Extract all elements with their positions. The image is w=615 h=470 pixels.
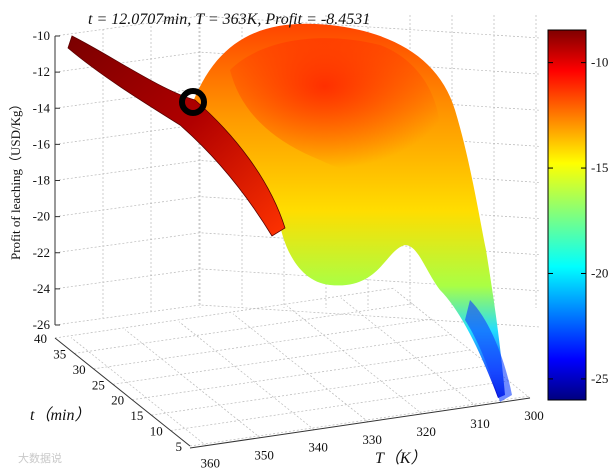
T-axis-label: T（K） xyxy=(375,449,427,467)
floor-grid-line xyxy=(170,380,511,431)
floor-grid-line xyxy=(151,364,492,416)
t-axis-line xyxy=(54,337,191,447)
floor-grid-line xyxy=(340,297,477,407)
t-tick-label: 40 xyxy=(34,331,47,346)
grid-lines xyxy=(54,15,541,447)
watermark: 大数据说 xyxy=(18,451,62,465)
colorbar-tick-label: -10 xyxy=(591,55,608,70)
z-tick-label: -12 xyxy=(33,64,50,79)
floor-grid-line xyxy=(178,321,315,431)
colorbar: -10 -15 -20 -25 xyxy=(547,29,608,401)
colorbar-tick-label: -25 xyxy=(591,371,608,386)
floor-grid-line xyxy=(74,303,415,354)
floor-grid-line xyxy=(70,337,207,446)
colorbar-tick-label: -15 xyxy=(591,160,608,175)
floor-grid-line xyxy=(112,333,453,385)
t-tick-label: 35 xyxy=(53,346,66,361)
floor-grid-line xyxy=(124,329,261,438)
floor-grid-line xyxy=(132,349,473,401)
T-tick-label: 330 xyxy=(362,432,382,447)
t-tick-label: 20 xyxy=(111,393,124,408)
T-tick-label: 320 xyxy=(416,424,436,439)
z-tick-label: -16 xyxy=(33,136,51,151)
t-axis: 40 35 30 25 20 15 10 5 xyxy=(34,331,191,454)
floor-grid-line xyxy=(54,287,396,339)
T-tick-label: 350 xyxy=(254,448,274,463)
t-tick-label: 25 xyxy=(92,377,105,392)
z-tick-label: -14 xyxy=(33,100,51,115)
t-tick-label: 5 xyxy=(176,439,183,454)
T-tick-label: 310 xyxy=(470,416,490,431)
z-tick-label: -24 xyxy=(33,281,51,296)
t-axis-label: t（min） xyxy=(30,406,90,424)
t-tick-label: 10 xyxy=(150,424,163,439)
z-axis: -10 -12 -14 -16 -18 -20 -22 -24 -26 xyxy=(33,28,60,332)
T-tick-label: 300 xyxy=(524,408,544,423)
profit-surface xyxy=(67,23,512,402)
colorbar-tick-label: -20 xyxy=(591,265,608,280)
z-axis-label: Profit of leaching（USD/Kg） xyxy=(8,98,23,260)
z-tick-label: -26 xyxy=(33,317,51,332)
z-tick-label: -18 xyxy=(33,173,50,188)
z-tick-label: -20 xyxy=(33,209,50,224)
floor-grid-line xyxy=(232,313,369,423)
floor-grid-line xyxy=(286,305,423,415)
T-tick-label: 340 xyxy=(308,440,328,455)
z-tick-label: -22 xyxy=(33,245,50,260)
t-tick-label: 30 xyxy=(73,362,86,377)
high-profit-ridge xyxy=(67,35,286,237)
t-tick-label: 15 xyxy=(130,408,143,423)
chart-title: t = 12.0707min, T = 363K, Profit = -8.45… xyxy=(88,11,370,28)
T-tick-label: 360 xyxy=(200,456,220,470)
floor-grid-line xyxy=(93,318,434,370)
T-axis-line xyxy=(189,397,531,449)
floor-grid-line xyxy=(189,395,531,447)
optimum-marker xyxy=(179,88,207,116)
z-tick-label: -10 xyxy=(33,28,50,43)
T-axis: 360 350 340 330 320 310 300 xyxy=(189,397,544,470)
